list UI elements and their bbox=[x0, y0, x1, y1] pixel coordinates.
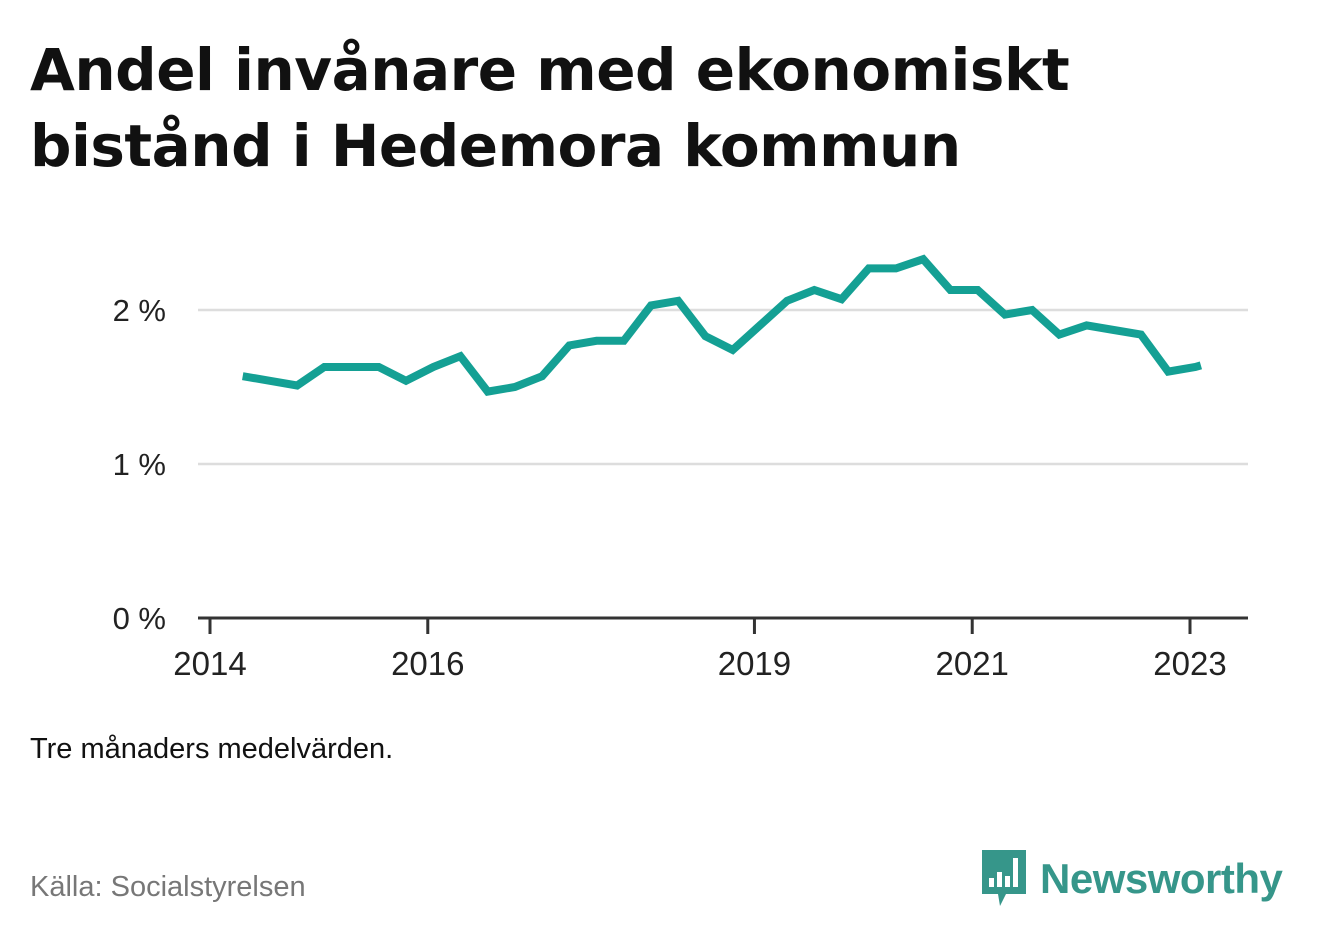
chart-note: Tre månaders medelvärden. bbox=[30, 733, 394, 765]
series-line bbox=[242, 254, 1203, 396]
x-axis bbox=[198, 616, 1248, 634]
y-tick-label: 1 % bbox=[113, 447, 166, 482]
x-tick-label: 2023 bbox=[1153, 645, 1226, 682]
brand-logo: Newsworthy bbox=[980, 848, 1283, 910]
chart-title: Andel invånare med ekonomiskt bistånd i … bbox=[30, 36, 1070, 180]
x-tick-label: 2016 bbox=[391, 645, 464, 682]
x-tick-label: 2014 bbox=[173, 645, 246, 682]
gridlines bbox=[198, 308, 1248, 466]
source-text: Källa: Socialstyrelsen bbox=[30, 871, 306, 903]
line-chart: 0 % 1 % 2 % 2014 2016 2019 2021 2023 bbox=[113, 254, 1248, 682]
x-tick-label: 2021 bbox=[936, 645, 1009, 682]
y-tick-label: 0 % bbox=[113, 601, 166, 636]
y-tick-label: 2 % bbox=[113, 293, 166, 328]
bar-chart-speech-bubble-icon bbox=[982, 850, 1026, 906]
x-axis-labels: 2014 2016 2019 2021 2023 bbox=[173, 645, 1226, 682]
brand-name: Newsworthy bbox=[1040, 855, 1283, 902]
x-tick-label: 2019 bbox=[718, 645, 791, 682]
series-layer bbox=[242, 254, 1203, 396]
y-axis-labels: 0 % 1 % 2 % bbox=[113, 293, 166, 636]
